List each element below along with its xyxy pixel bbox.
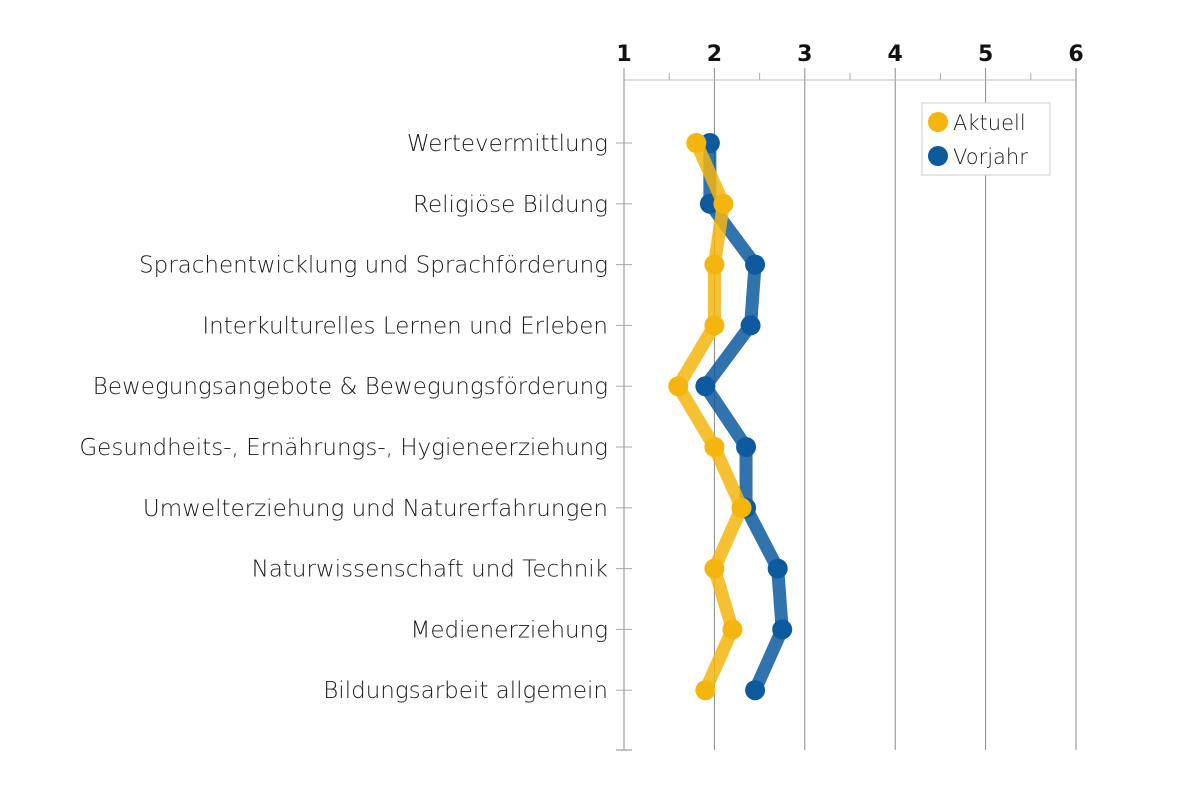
- data-point-aktuell: [686, 133, 707, 153]
- category-label: Interkulturelles Lernen und Erleben: [202, 313, 608, 339]
- data-point-vorjahr: [772, 619, 793, 640]
- axes: 1 2 3 4 5 6: [616, 42, 1084, 751]
- legend-marker-vorjahr: [928, 146, 948, 166]
- data-point-vorjahr: [745, 680, 766, 701]
- data-point-vorjahr: [745, 254, 766, 275]
- legend-label-vorjahr: Vorjahr: [953, 145, 1028, 169]
- x-tick-label-1: 1: [616, 42, 631, 67]
- x-tick-label-6: 6: [1068, 42, 1083, 67]
- category-label: Sprachentwicklung und Sprachförderung: [139, 253, 608, 279]
- data-point-aktuell: [695, 680, 716, 701]
- category-label: Medienerziehung: [411, 617, 608, 643]
- category-label: Religiöse Bildung: [413, 192, 608, 218]
- x-tick-label-5: 5: [978, 42, 993, 67]
- grid-lines: [713, 80, 1077, 750]
- x-tick-label-3: 3: [797, 42, 812, 67]
- data-point-aktuell: [704, 254, 725, 275]
- data-point-aktuell: [704, 558, 725, 579]
- legend-marker-aktuell: [928, 112, 948, 132]
- legend: Aktuell Vorjahr: [921, 102, 1051, 176]
- x-tick-label-4: 4: [888, 42, 903, 67]
- legend-label-aktuell: Aktuell: [953, 111, 1026, 135]
- data-point-aktuell: [704, 315, 725, 336]
- data-point-aktuell: [713, 193, 734, 214]
- data-point-aktuell: [704, 437, 725, 457]
- category-labels: Wertevermittlung Religiöse Bildung Sprache…: [79, 131, 608, 704]
- category-label: Umwelterziehung und Naturerfahrungen: [143, 496, 608, 522]
- data-point-vorjahr: [767, 558, 788, 579]
- data-point-aktuell: [722, 619, 743, 640]
- category-label: Bildungsarbeit allgemein: [323, 678, 608, 704]
- category-label: Wertevermittlung: [407, 131, 608, 157]
- series-lines: [668, 133, 793, 701]
- data-point-vorjahr: [736, 437, 757, 457]
- data-point-vorjahr: [740, 315, 761, 336]
- data-point-vorjahr: [695, 376, 716, 397]
- category-label: Gesundheits-, Ernährungs-, Hygieneerzieh…: [79, 435, 608, 461]
- series-line-aktuell: [671, 136, 749, 697]
- category-label: Naturwissenschaft und Technik: [252, 557, 608, 583]
- data-point-aktuell: [731, 497, 752, 518]
- series-line-vorjahr: [698, 136, 789, 697]
- data-point-aktuell: [668, 376, 689, 397]
- category-label: Bewegungsangebote & Bewegungsförderung: [93, 374, 608, 400]
- x-tick-label-2: 2: [707, 42, 722, 67]
